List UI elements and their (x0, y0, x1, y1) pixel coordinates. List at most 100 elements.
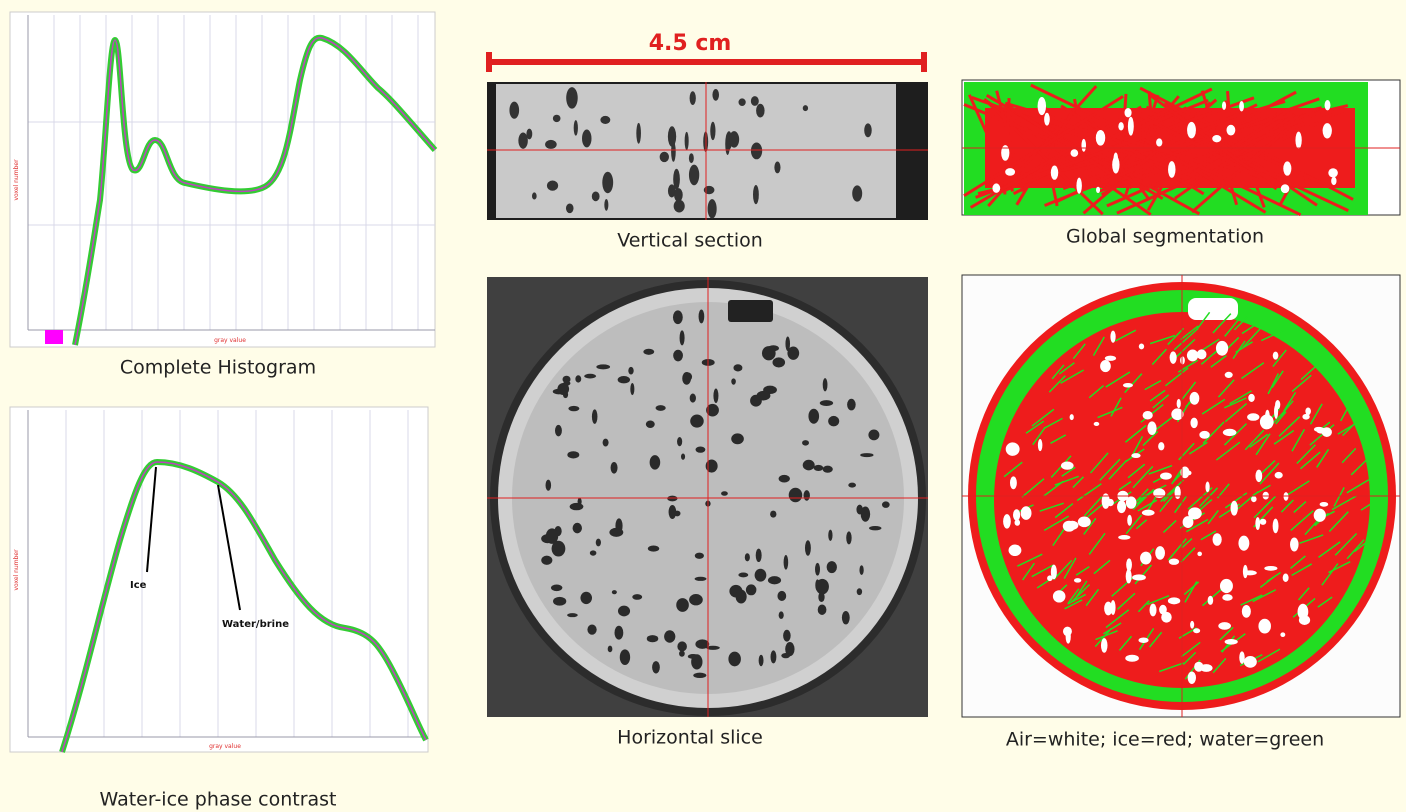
air-pocket (1190, 418, 1197, 429)
air-pocket (992, 183, 1000, 192)
pore (690, 394, 696, 403)
air-pocket (1123, 383, 1133, 388)
air-pocket (1128, 117, 1134, 136)
air-pocket (1063, 627, 1072, 637)
air-pocket (1281, 184, 1290, 193)
air-pocket (1247, 413, 1259, 421)
air-pocket (1197, 552, 1202, 557)
air-pocket (1283, 574, 1289, 582)
pore (861, 507, 871, 522)
air-pocket (1038, 97, 1046, 115)
pore (647, 635, 658, 642)
pore (827, 561, 837, 573)
pore (848, 483, 856, 488)
pore (751, 96, 759, 106)
pore (690, 91, 696, 105)
air-pocket (1190, 392, 1200, 405)
pore (551, 584, 562, 591)
pore (632, 594, 642, 600)
pore (779, 611, 784, 619)
pore (803, 460, 815, 471)
pore (755, 569, 767, 582)
caption: Complete Histogram (120, 357, 316, 379)
pore (808, 409, 819, 424)
air-pocket (1299, 615, 1310, 625)
air-pocket (1194, 662, 1203, 672)
pore (751, 142, 762, 159)
air-pocket (1038, 439, 1042, 451)
air-pocket (1143, 411, 1153, 419)
air-pocket (1260, 519, 1267, 525)
air-pocket (1047, 575, 1053, 581)
air-pocket (1223, 429, 1237, 436)
air-pocket (1131, 453, 1140, 458)
pore (677, 437, 682, 446)
air-pocket (1009, 545, 1022, 557)
air-pocket (1005, 168, 1015, 176)
air-pocket (1021, 506, 1032, 520)
pore (774, 162, 780, 174)
pore (660, 152, 669, 162)
air-pocket (1006, 442, 1020, 455)
pore (582, 130, 591, 148)
pore (771, 650, 777, 663)
pore (784, 555, 789, 570)
air-pocket (1175, 486, 1181, 499)
air-pocket (1168, 597, 1180, 604)
pore (852, 185, 862, 201)
pore (674, 188, 683, 202)
y-axis-label: voxel number (13, 549, 20, 591)
pore (652, 661, 660, 673)
air-pocket (1251, 496, 1256, 502)
air-pocket (1205, 481, 1209, 492)
pore (699, 309, 705, 323)
pore (679, 651, 685, 657)
pore (603, 439, 609, 447)
air-pocket (1186, 471, 1192, 476)
pore (612, 590, 617, 594)
pore (580, 592, 592, 604)
pore (618, 606, 630, 617)
pore (689, 165, 699, 186)
air-pocket (1258, 619, 1271, 634)
pore (575, 375, 581, 382)
pore (731, 378, 736, 384)
pore (736, 590, 747, 604)
pore (573, 523, 582, 534)
pore (673, 169, 680, 190)
pore (615, 518, 622, 533)
pore (546, 480, 552, 491)
air-pocket (1244, 656, 1257, 668)
air-pocket (1003, 514, 1011, 528)
air-pocket (1243, 565, 1248, 578)
pore (695, 577, 707, 581)
air-pocket (1218, 622, 1231, 630)
air-pocket (1187, 122, 1196, 139)
pore (608, 646, 613, 653)
air-pocket (1101, 638, 1108, 653)
air-pocket (1255, 517, 1260, 530)
pore (563, 391, 568, 398)
pore (568, 406, 579, 411)
air-pocket (1239, 101, 1244, 112)
air-pocket (1117, 500, 1126, 513)
pore (547, 180, 558, 190)
air-pocket (1305, 408, 1311, 415)
air-pocket (1275, 400, 1280, 409)
figure: gray value voxel number Complete Histogr… (0, 0, 1406, 812)
histogram-panel: gray value voxel number (10, 12, 435, 347)
pore (708, 199, 717, 218)
pore (574, 120, 578, 136)
pore (729, 131, 739, 147)
air-pocket (1110, 331, 1115, 343)
air-pocket (1213, 533, 1222, 546)
air-pocket (1316, 428, 1327, 434)
pore (733, 364, 742, 371)
air-pocket (1161, 612, 1171, 623)
pore (688, 654, 699, 659)
air-pocket (1238, 536, 1249, 551)
air-pocket (1216, 341, 1228, 356)
pore (685, 132, 689, 150)
air-pocket (1126, 569, 1132, 583)
x-axis-label: gray value (214, 337, 246, 344)
